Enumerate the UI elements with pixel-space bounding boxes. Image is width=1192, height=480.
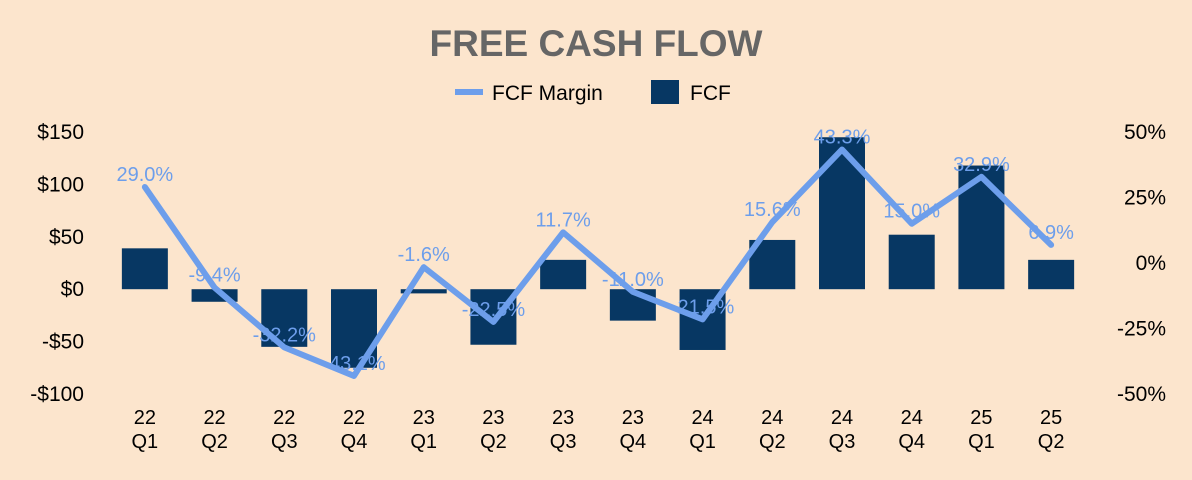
fcf-margin-data-label: 11.7% — [536, 209, 591, 231]
x-tick-year: 22 — [343, 407, 365, 429]
fcf-bar — [400, 289, 447, 294]
x-tick-quarter: Q3 — [271, 431, 298, 453]
x-tick-year: 23 — [413, 407, 435, 429]
x-tick-year: 22 — [134, 407, 156, 429]
fcf-margin-data-label: -11.0% — [602, 269, 664, 291]
x-tick-year: 22 — [203, 407, 225, 429]
y-axis-right: 50% 25% 0% -25% -50% — [1117, 121, 1166, 406]
x-tick-year: 23 — [622, 407, 644, 429]
x-tick-quarter: Q1 — [410, 431, 437, 453]
fcf-margin-line — [141, 146, 1055, 379]
y-left-tick-label: $100 — [37, 173, 84, 196]
y-left-tick-label: -$50 — [42, 331, 84, 354]
y-left-tick-label: $50 — [49, 226, 84, 249]
x-tick-quarter: Q2 — [759, 431, 786, 453]
fcf-bar — [888, 234, 935, 290]
fcf-margin-data-label: 6.9% — [1028, 222, 1074, 244]
x-tick-year: 24 — [691, 407, 713, 429]
fcf-margin-data-label: -22.5% — [462, 299, 526, 321]
fcf-margin-data-label: 29.0% — [116, 164, 173, 186]
y-right-tick-label: 25% — [1124, 187, 1166, 210]
fcf-margin-data-label: -1.6% — [398, 244, 450, 266]
y-left-tick-label: $0 — [61, 278, 84, 301]
fcf-bar — [1028, 259, 1075, 290]
fcf-margin-data-label: 15.6% — [744, 199, 801, 221]
chart-title: FREE CASH FLOW — [430, 23, 763, 64]
x-tick-quarter: Q2 — [1038, 431, 1065, 453]
x-axis: 22Q122Q222Q322Q423Q123Q223Q323Q424Q124Q2… — [132, 407, 1065, 453]
x-tick-quarter: Q1 — [132, 431, 159, 453]
fcf-margin-data-label: 15.0% — [883, 201, 940, 223]
fcf-bar — [819, 137, 865, 290]
fcf-bar — [540, 259, 587, 290]
x-tick-quarter: Q1 — [689, 431, 716, 453]
x-tick-quarter: Q4 — [341, 431, 368, 453]
x-tick-quarter: Q3 — [550, 431, 577, 453]
x-tick-year: 24 — [901, 407, 923, 429]
y-right-tick-label: 50% — [1124, 121, 1166, 144]
x-tick-quarter: Q3 — [829, 431, 856, 453]
fcf-margin-data-labels: 29.0% -9.4% -32.2%-43.1% -1.6% -22.5% 11.7% -1… — [116, 127, 1074, 375]
y-left-tick-label: $150 — [37, 121, 84, 144]
y-left-tick-label: -$100 — [30, 383, 84, 406]
fcf-bar — [121, 248, 168, 290]
y-right-tick-label: 0% — [1136, 252, 1166, 275]
fcf-margin-data-label: -32.2% — [253, 324, 317, 346]
legend-swatch-fcf — [651, 80, 679, 104]
x-tick-year: 23 — [482, 407, 504, 429]
x-tick-year: 24 — [831, 407, 853, 429]
fcf-margin-data-label: 32.9% — [953, 154, 1010, 176]
legend: FCF Margin FCF — [455, 80, 731, 105]
y-right-tick-label: -50% — [1117, 383, 1166, 406]
fcf-margin-data-label: -21.5% — [671, 296, 735, 318]
x-tick-year: 24 — [761, 407, 783, 429]
x-tick-year: 23 — [552, 407, 574, 429]
y-right-tick-label: -25% — [1117, 318, 1166, 341]
x-tick-quarter: Q4 — [898, 431, 925, 453]
x-tick-year: 22 — [273, 407, 295, 429]
fcf-margin-data-label: 43.3% — [814, 127, 871, 149]
x-tick-quarter: Q1 — [968, 431, 995, 453]
fcf-margin-series — [141, 146, 1055, 379]
x-tick-quarter: Q2 — [201, 431, 228, 453]
x-tick-year: 25 — [970, 407, 992, 429]
fcf-margin-data-label: -9.4% — [188, 265, 240, 287]
legend-label-fcf-margin: FCF Margin — [492, 82, 603, 105]
y-axis-left: $150 $100 $50 $0 -$50 -$100 — [30, 121, 84, 406]
x-tick-quarter: Q4 — [620, 431, 647, 453]
legend-label-fcf: FCF — [690, 82, 731, 105]
fcf-bars — [121, 137, 1075, 368]
x-tick-year: 25 — [1040, 407, 1062, 429]
x-tick-quarter: Q2 — [480, 431, 507, 453]
fcf-margin-data-label: -43.1% — [322, 353, 386, 375]
